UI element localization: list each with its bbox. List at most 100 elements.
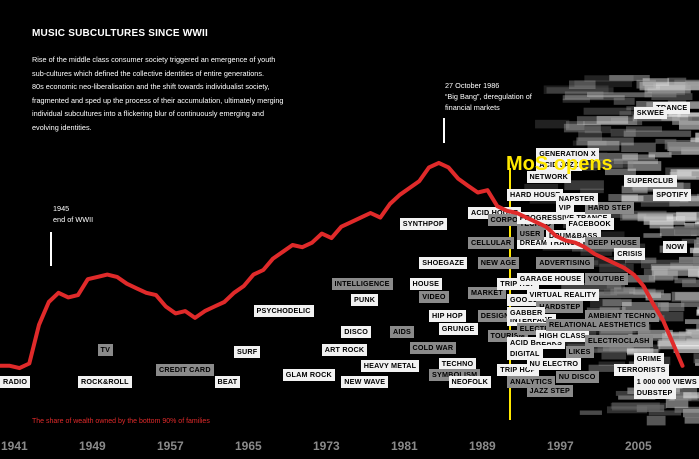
genre-label: CREDIT CARD	[156, 364, 214, 377]
noise-block	[578, 131, 603, 141]
genre-label: GABBER	[507, 307, 546, 320]
genre-label: YOUTUBE	[585, 273, 628, 286]
noise-block	[601, 352, 627, 360]
noise-block	[684, 319, 699, 324]
mos-opens-label: MoS opens	[506, 153, 613, 175]
noise-block	[675, 225, 699, 235]
noise-block	[636, 79, 656, 89]
genre-label: VIRTUAL REALITY	[526, 289, 600, 302]
genre-label: SUPERCLUB	[624, 175, 677, 188]
ww2-annotation: 1945 end of WWII	[53, 203, 93, 225]
genre-label: HIP HOP	[429, 309, 466, 322]
x-tick-label: 2005	[625, 439, 652, 453]
genre-label: ELECTROCLASH	[585, 334, 653, 347]
series-legend-note: The share of wealth owned by the bottom …	[32, 418, 210, 425]
genre-label: AMBIENT TECHNO	[585, 309, 659, 322]
noise-block	[676, 211, 699, 221]
noise-block	[606, 406, 648, 414]
noise-block	[613, 97, 635, 105]
noise-block	[622, 154, 655, 160]
noise-block	[688, 113, 699, 121]
intro-line: 80s economic neo-liberalisation and the …	[32, 82, 270, 92]
noise-block	[660, 302, 685, 312]
noise-block	[576, 116, 638, 126]
noise-block	[684, 222, 699, 228]
noise-block	[572, 140, 607, 146]
intro-line: Rise of the middle class consumer societ…	[32, 55, 276, 64]
noise-block	[667, 77, 687, 84]
noise-block	[543, 85, 609, 94]
noise-block	[584, 126, 612, 134]
noise-block	[610, 128, 636, 137]
noise-block	[690, 137, 699, 142]
noise-block	[564, 91, 604, 100]
genre-label: GARAGE HOUSE	[516, 273, 585, 286]
noise-block	[568, 80, 596, 90]
genre-label: HEAVY METAL	[360, 359, 420, 372]
noise-block	[684, 416, 699, 424]
page-title: MUSIC SUBCULTURES SINCE WWII	[32, 28, 208, 39]
genre-label: SYNTHPOP	[399, 218, 447, 231]
noise-block	[672, 115, 699, 125]
genre-label: SPOTIFY	[653, 188, 692, 201]
genre-label: NEW AGE	[477, 257, 520, 270]
genre-label: INTELLIGENCE	[331, 277, 393, 290]
noise-block	[574, 80, 632, 88]
noise-block	[681, 238, 699, 244]
genre-label: ADVERTISING	[536, 257, 594, 270]
noise-block	[664, 139, 699, 150]
noise-block	[615, 390, 644, 396]
noise-block	[562, 98, 590, 103]
noise-block	[685, 80, 699, 90]
noise-block	[587, 140, 620, 151]
genre-label: CRISIS	[614, 248, 646, 261]
noise-block	[683, 392, 699, 399]
x-tick-label: 1997	[547, 439, 574, 453]
intro-line: individual subcultures into a flickering…	[32, 109, 265, 119]
genre-label: ART ROCK	[321, 343, 368, 356]
noise-block	[693, 257, 699, 267]
genre-label: NEW WAVE	[341, 375, 389, 388]
genre-label: HIGH CLASS	[536, 330, 589, 343]
noise-block	[640, 201, 680, 207]
noise-block	[670, 169, 699, 177]
bigbang-text-2: financial markets	[445, 103, 500, 112]
bigbang-date: 27 October 1986	[445, 81, 500, 90]
genre-label: COLD WAR	[409, 341, 457, 354]
noise-block	[587, 92, 652, 97]
genre-label: ANALYTICS	[507, 375, 556, 388]
genre-label: VIDEO	[419, 291, 449, 304]
noise-block	[683, 408, 699, 418]
intro-line: fragmented and sped up the process of th…	[32, 95, 284, 105]
genre-label: GENERATION X	[536, 147, 599, 160]
noise-block	[598, 152, 638, 161]
genre-label: NU DISCO	[555, 371, 599, 384]
genre-label: FACEBOOK	[565, 218, 614, 231]
ww2-text: end of WWII	[53, 215, 94, 224]
noise-block	[583, 107, 632, 115]
noise-block	[669, 146, 699, 155]
bigbang-text: “Big Bang”, deregulation of	[445, 92, 532, 101]
noise-block	[563, 123, 601, 133]
genre-label: SURF	[234, 346, 261, 359]
noise-block	[584, 75, 634, 82]
noise-block	[696, 309, 699, 316]
genre-label: GLAM ROCK	[282, 368, 335, 381]
noise-block	[583, 121, 643, 126]
noise-block	[643, 233, 662, 238]
noise-block	[689, 247, 699, 254]
genre-label: NOW	[663, 241, 688, 254]
noise-block	[693, 353, 699, 364]
noise-block	[623, 130, 692, 137]
noise-block	[668, 112, 699, 117]
genre-label: AIDS	[390, 325, 414, 338]
noise-block	[639, 81, 699, 91]
genre-label: BEAT	[214, 375, 241, 388]
noise-block	[579, 410, 602, 415]
noise-block	[626, 126, 663, 132]
noise-block	[609, 75, 650, 81]
genre-label: PSYCHODELIC	[253, 305, 314, 318]
noise-block	[646, 415, 666, 426]
genre-label: TECHNO	[438, 357, 477, 370]
